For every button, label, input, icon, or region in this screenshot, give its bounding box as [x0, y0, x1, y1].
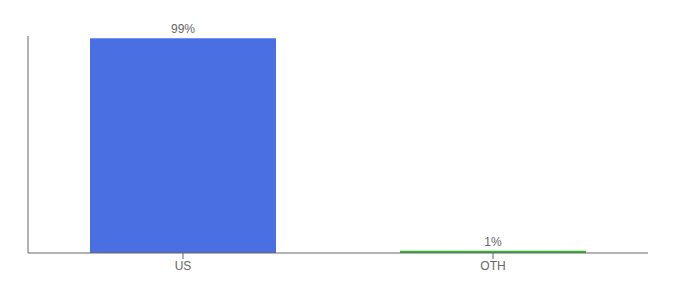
svg-text:OTH: OTH	[480, 259, 505, 273]
svg-text:99%: 99%	[171, 22, 195, 36]
svg-text:US: US	[175, 259, 192, 273]
svg-text:1%: 1%	[484, 235, 502, 249]
